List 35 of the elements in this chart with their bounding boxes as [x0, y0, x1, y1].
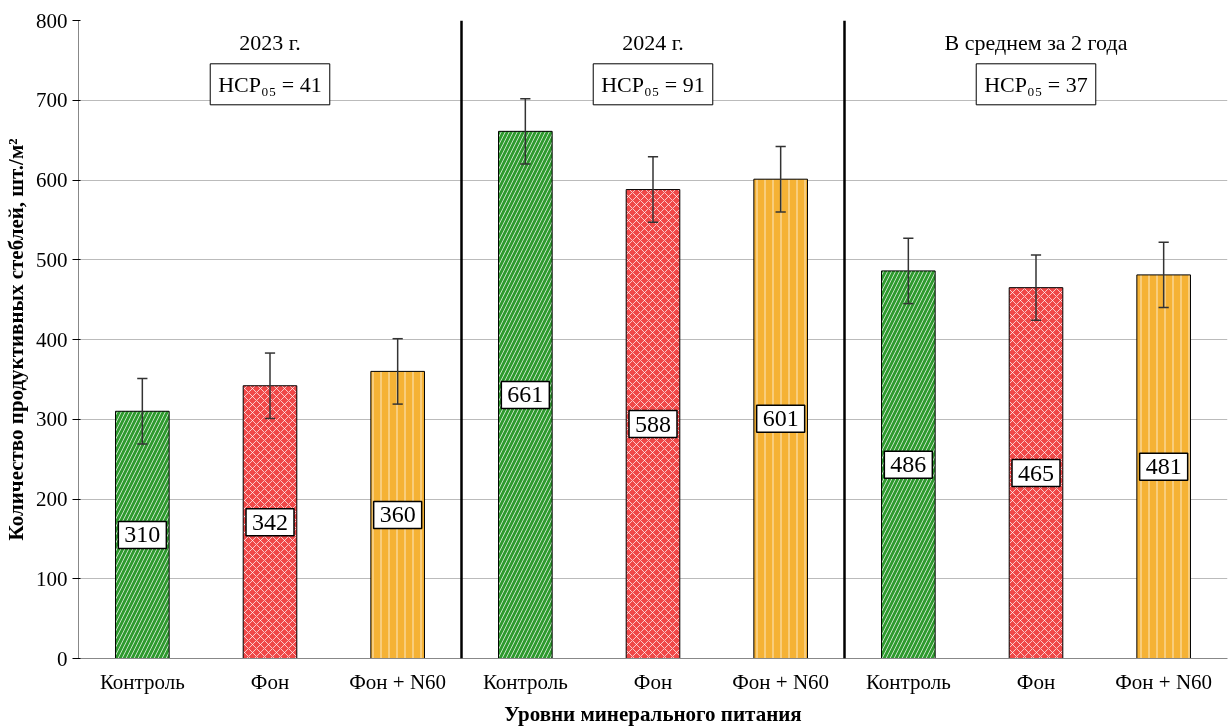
data-label: 588 [635, 410, 671, 437]
y-tick-label: 400 [36, 327, 68, 352]
x-tick-label: Фон + N60 [349, 669, 447, 694]
data-label: 601 [762, 405, 799, 432]
annotation: НСР₀₅ = 37 [984, 71, 1088, 97]
x-tick-label: Фон + N60 [732, 669, 830, 694]
x-tick-label: Фон [1016, 669, 1056, 694]
y-tick-label: 300 [36, 407, 68, 432]
data-label: 481 [1145, 453, 1182, 480]
y-tick-label: 600 [36, 168, 68, 192]
data-label: 342 [252, 508, 288, 535]
annotation: 2024 г. [622, 30, 684, 56]
y-tick-label: 200 [36, 487, 68, 511]
x-tick-label: Контроль [482, 669, 568, 694]
y-tick-label: 0 [57, 646, 68, 671]
y-tick-label: 800 [36, 8, 68, 33]
annotation: В среднем за 2 года [944, 30, 1128, 56]
data-label: 310 [124, 521, 161, 548]
x-tick-label: Контроль [99, 669, 185, 694]
annotation: НСР₀₅ = 41 [218, 71, 322, 97]
x-tick-label: Фон [633, 669, 673, 694]
data-label: 465 [1018, 459, 1054, 486]
x-tick-label: Фон + N60 [1115, 669, 1213, 694]
y-tick-label: 100 [36, 566, 68, 591]
annotation: 2023 г. [239, 30, 301, 56]
data-label: 661 [507, 381, 544, 408]
data-label: 486 [890, 451, 927, 478]
y-axis-title: Количество продуктивных стеблей, шт./м² [4, 138, 28, 541]
annotation: НСР₀₅ = 91 [601, 71, 705, 97]
y-tick-label: 500 [36, 247, 68, 272]
data-label: 360 [379, 501, 416, 528]
y-tick-label: 700 [36, 88, 68, 113]
x-tick-label: Контроль [865, 669, 951, 694]
x-tick-label: Фон [250, 669, 290, 694]
x-axis-title: Уровни минерального питания [504, 701, 802, 726]
